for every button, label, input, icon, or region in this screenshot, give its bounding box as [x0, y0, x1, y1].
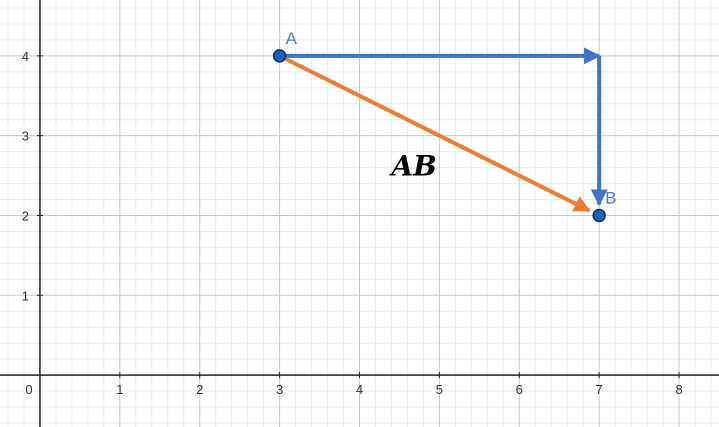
points: AB	[272, 29, 617, 223]
y-tick-label: 2	[22, 208, 29, 223]
vector-ab-label: AB	[388, 150, 436, 183]
y-tick-label: 4	[22, 49, 29, 64]
point-b-label: B	[605, 188, 616, 207]
point-b[interactable]	[592, 208, 606, 223]
vector-ab-arrow	[278, 54, 591, 213]
vectors	[278, 47, 608, 213]
x-tick-label: 5	[436, 382, 443, 397]
x-tick-label: 7	[596, 382, 603, 397]
x-tick-label: 1	[116, 382, 123, 397]
y-tick-label: 1	[22, 288, 29, 303]
x-tick-label: 6	[516, 382, 523, 397]
point-a-label: A	[286, 29, 298, 48]
tick-labels: 0 1 2 3 4 5 6 7 8 1 2 3 4	[22, 49, 683, 397]
x-tick-label: 0	[25, 382, 32, 397]
x-tick-label: 4	[356, 382, 363, 397]
x-tick-label: 2	[196, 382, 203, 397]
y-tick-label: 3	[22, 129, 29, 144]
labels: AB	[388, 150, 436, 183]
x-tick-label: 8	[675, 382, 682, 397]
point-a[interactable]	[272, 49, 287, 63]
x-tick-label: 3	[276, 382, 283, 397]
